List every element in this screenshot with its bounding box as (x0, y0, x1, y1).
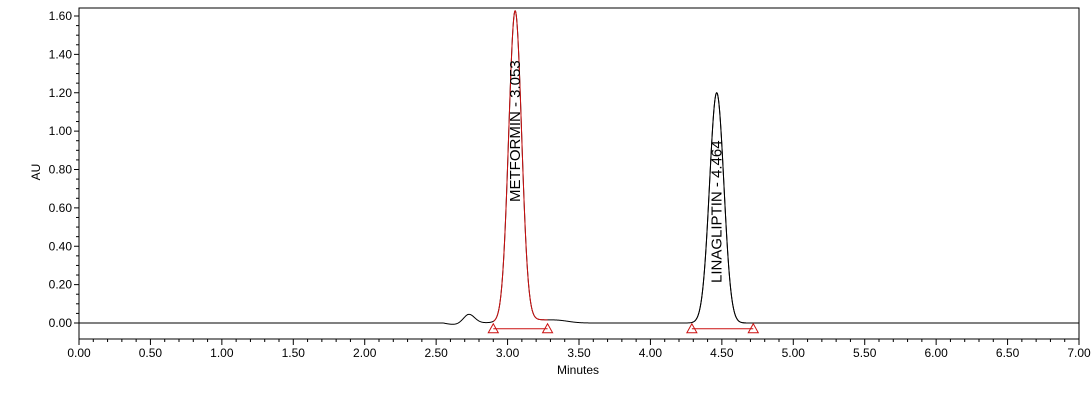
x-axis-label: Minutes (557, 363, 599, 377)
y-tick-label-0: 0.00 (49, 316, 73, 330)
y-axis-label: AU (29, 164, 43, 181)
x-tick-label-3: 1.50 (282, 346, 306, 360)
axes (78, 7, 1080, 340)
integration-marker-1-1 (747, 322, 760, 334)
x-tick-label-6: 3.00 (496, 346, 520, 360)
x-tick-label-11: 5.50 (853, 346, 877, 360)
x-tick-label-0: 0.00 (67, 346, 91, 360)
y-tick-label-3: 0.60 (49, 201, 73, 215)
labels: Minutes AU (29, 164, 599, 377)
y-tick-label-6: 1.20 (49, 86, 73, 100)
peak-label-0: METFORMIN - 3.053 (507, 60, 524, 202)
plot-frame (78, 7, 1080, 340)
x-tick-label-4: 2.00 (353, 346, 377, 360)
x-tick-label-14: 7.00 (1067, 346, 1091, 360)
ticks: 0.00 0.20 0.40 0.60 0.80 1.00 1.20 1.40 1.60 0.00… (49, 9, 1091, 360)
x-tick-label-1: 0.50 (139, 346, 163, 360)
peak-trace-0 (493, 10, 548, 322)
integration-marker-1-0 (686, 322, 698, 334)
x-tick-label-2: 1.00 (210, 346, 234, 360)
x-tick-label-10: 5.00 (782, 346, 806, 360)
x-tick-label-8: 4.00 (639, 346, 663, 360)
x-tick-label-5: 2.50 (424, 346, 448, 360)
signal-trace (79, 10, 1079, 325)
integration-marker-0-0 (487, 322, 500, 334)
y-tick-label-5: 1.00 (49, 124, 73, 138)
x-tick-label-9: 4.50 (710, 346, 734, 360)
y-tick-label-1: 0.20 (49, 278, 73, 292)
y-tick-label-8: 1.60 (49, 9, 73, 23)
peak-label-1: LINAGLIPTIN - 4.464 (709, 140, 726, 283)
x-tick-label-13: 6.50 (996, 346, 1020, 360)
y-tick-label-2: 0.40 (49, 239, 73, 253)
y-tick-label-4: 0.80 (49, 163, 73, 177)
peak-trace-1 (691, 92, 754, 324)
integration-marker-0-1 (541, 322, 554, 334)
x-tick-label-7: 3.50 (567, 346, 591, 360)
series: METFORMIN - 3.053 LINAGLIPTIN - 4.464 (79, 10, 1079, 334)
x-tick-label-12: 6.00 (924, 346, 948, 360)
y-tick-label-7: 1.40 (49, 47, 73, 61)
